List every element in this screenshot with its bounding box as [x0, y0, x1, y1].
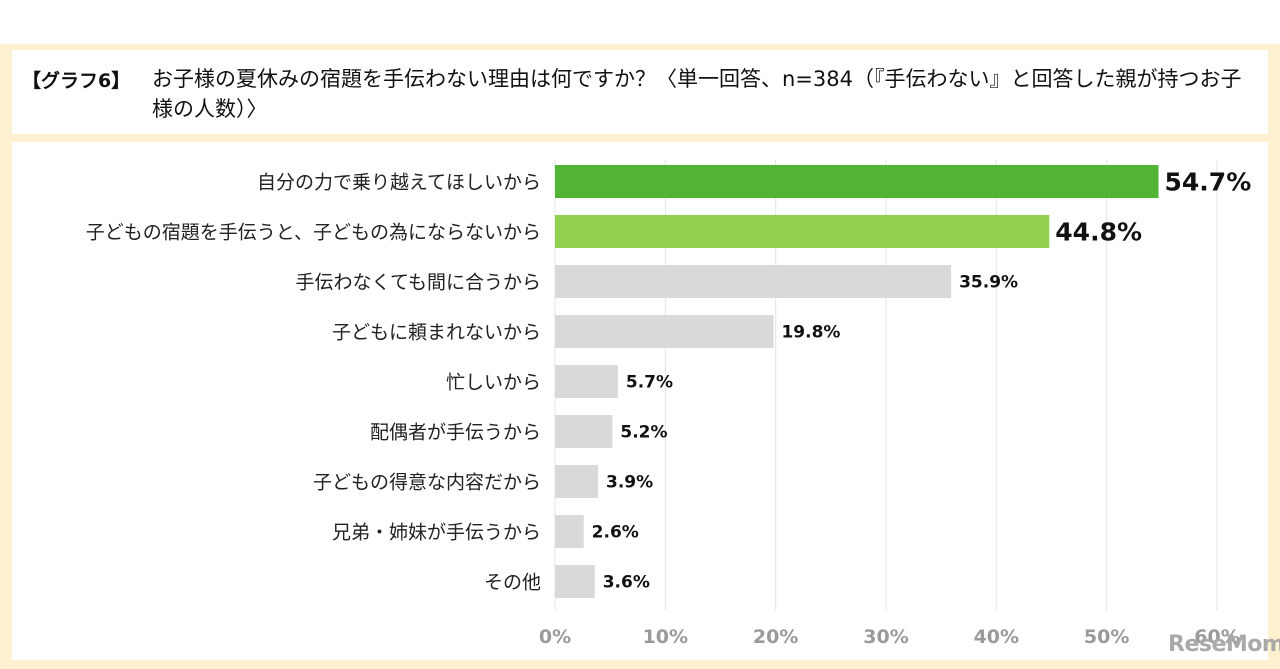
value-label: 44.8% [1055, 218, 1142, 247]
bar [555, 515, 584, 548]
value-label: 3.6% [603, 573, 650, 593]
category-label: 自分の力で乗り越えてほしいから [257, 172, 541, 194]
value-label: 2.6% [592, 523, 639, 543]
category-label: 忙しいから [446, 372, 541, 394]
value-label: 54.7% [1165, 168, 1252, 197]
title-box [12, 50, 1268, 134]
x-tick-label: 30% [863, 626, 908, 648]
bar [555, 365, 618, 398]
x-tick-label: 10% [643, 626, 688, 648]
x-tick-label: 0% [539, 626, 571, 648]
value-label: 5.2% [620, 423, 667, 443]
x-tick-label: 50% [1084, 626, 1129, 648]
x-tick-label: 20% [753, 626, 798, 648]
x-tick-label: 60% [1194, 626, 1239, 648]
bar [555, 265, 952, 298]
bar [555, 215, 1050, 248]
category-label: その他 [484, 572, 541, 594]
value-label: 35.9% [959, 273, 1018, 293]
value-label: 19.8% [781, 323, 840, 343]
bar [555, 415, 613, 448]
bar [555, 165, 1159, 198]
category-label: 手伝わなくても間に合うから [296, 272, 541, 294]
bar [555, 565, 595, 598]
category-label: 配偶者が手伝うから [370, 422, 541, 444]
value-label: 5.7% [626, 373, 673, 393]
chart-title: お子様の夏休みの宿題を手伝わない理由は何ですか？〈単一回答、n=384（『手伝わ… [152, 67, 1242, 121]
value-label: 3.9% [606, 473, 653, 493]
category-label: 兄弟・姉妹が手伝うから [332, 522, 541, 544]
category-label: 子どもに頼まれないから [332, 322, 541, 344]
x-tick-label: 40% [974, 626, 1019, 648]
category-label: 子どもの宿題を手伝うと、子どもの為にならないから [86, 222, 541, 244]
graph-tag: 【グラフ6】 [22, 70, 131, 92]
resemom-logo: ReseMom [1168, 632, 1280, 657]
bar [555, 465, 599, 498]
category-label: 子どもの得意な内容だから [313, 472, 541, 494]
bar [555, 315, 774, 348]
